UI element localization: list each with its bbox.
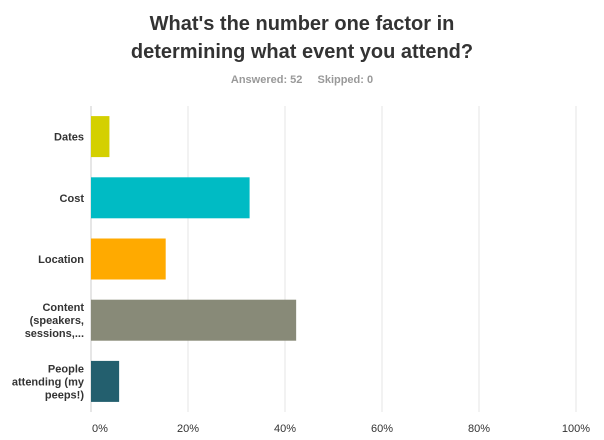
x-tick-label: 100% <box>562 423 590 435</box>
bar-3 <box>91 299 297 341</box>
chart-title: What's the number one factor in determin… <box>0 10 604 66</box>
category-label-2: Location <box>38 254 84 266</box>
category-label-1: Cost <box>60 193 85 205</box>
answered-count: Answered: 52 <box>230 74 303 86</box>
x-tick-label: 40% <box>274 423 296 435</box>
x-tick-label: 80% <box>468 423 490 435</box>
category-label-4: People attending (my peeps!) <box>12 363 85 401</box>
bar-0 <box>91 116 110 158</box>
category-label-0: Dates <box>54 132 84 144</box>
x-tick-label: 20% <box>177 423 199 435</box>
category-label-3: Content (speakers, sessions,... <box>25 302 85 340</box>
x-tick-label: 60% <box>371 423 393 435</box>
gridlines <box>90 106 577 412</box>
chart-title-line-1: What's the number one factor in <box>149 13 455 35</box>
bar-4 <box>91 360 120 402</box>
bars <box>91 116 297 402</box>
x-tick-label: 0% <box>92 423 108 435</box>
bar-1 <box>91 177 250 219</box>
category-labels: Dates Cost Location Content (speakers, sessio… <box>12 132 85 402</box>
skipped-count: Skipped: 0 <box>317 74 374 86</box>
x-tick-labels: 0% 20% 40% 60% 80% 100% <box>92 423 590 435</box>
chart-title-line-2: determining what event you attend? <box>130 41 474 63</box>
response-summary: Answered: 52 Skipped: 0 <box>0 74 604 86</box>
bar-2 <box>91 238 166 280</box>
